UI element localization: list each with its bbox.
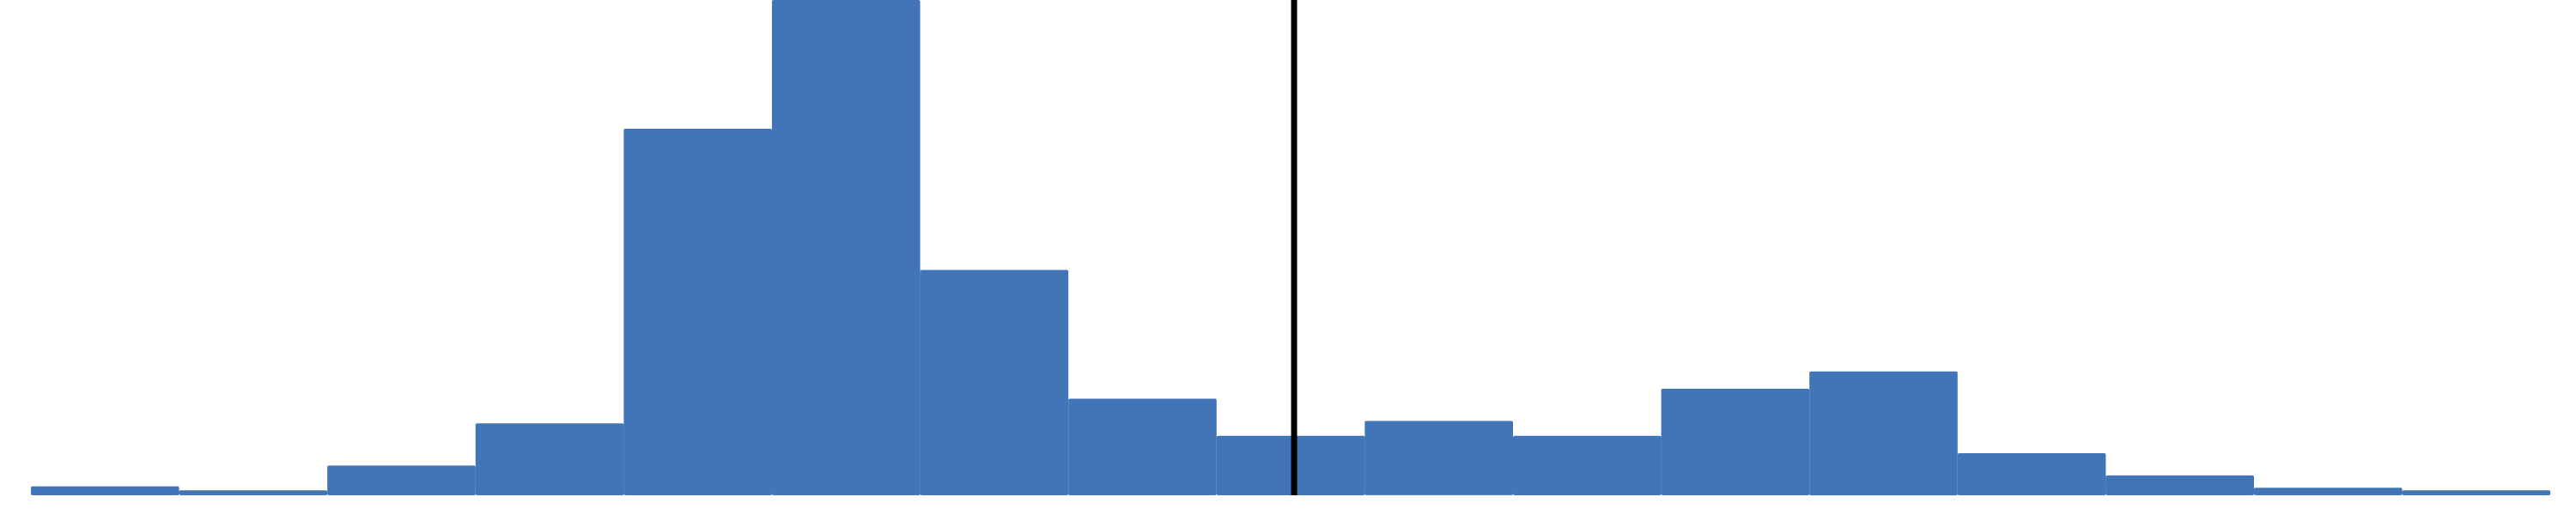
histogram-bar: [2402, 490, 2551, 495]
histogram-bar: [2254, 488, 2403, 495]
histogram-bar: [772, 0, 920, 495]
histogram-bar: [2105, 475, 2254, 495]
histogram-bar: [31, 486, 179, 495]
histogram-bar: [920, 270, 1069, 495]
histogram-bar: [475, 423, 624, 495]
histogram-bar: [179, 490, 328, 495]
histogram-bar: [1661, 388, 1810, 495]
histogram-bar: [1809, 371, 1958, 496]
histogram-bar: [1364, 421, 1513, 495]
histogram-bar: [327, 465, 476, 495]
histogram-bar: [1957, 453, 2106, 495]
histogram-bar: [1068, 398, 1217, 495]
histogram-bar: [1216, 435, 1365, 495]
bars-group: [31, 0, 2551, 496]
histogram-bar: [1513, 435, 1662, 495]
histogram-bar: [623, 129, 772, 495]
